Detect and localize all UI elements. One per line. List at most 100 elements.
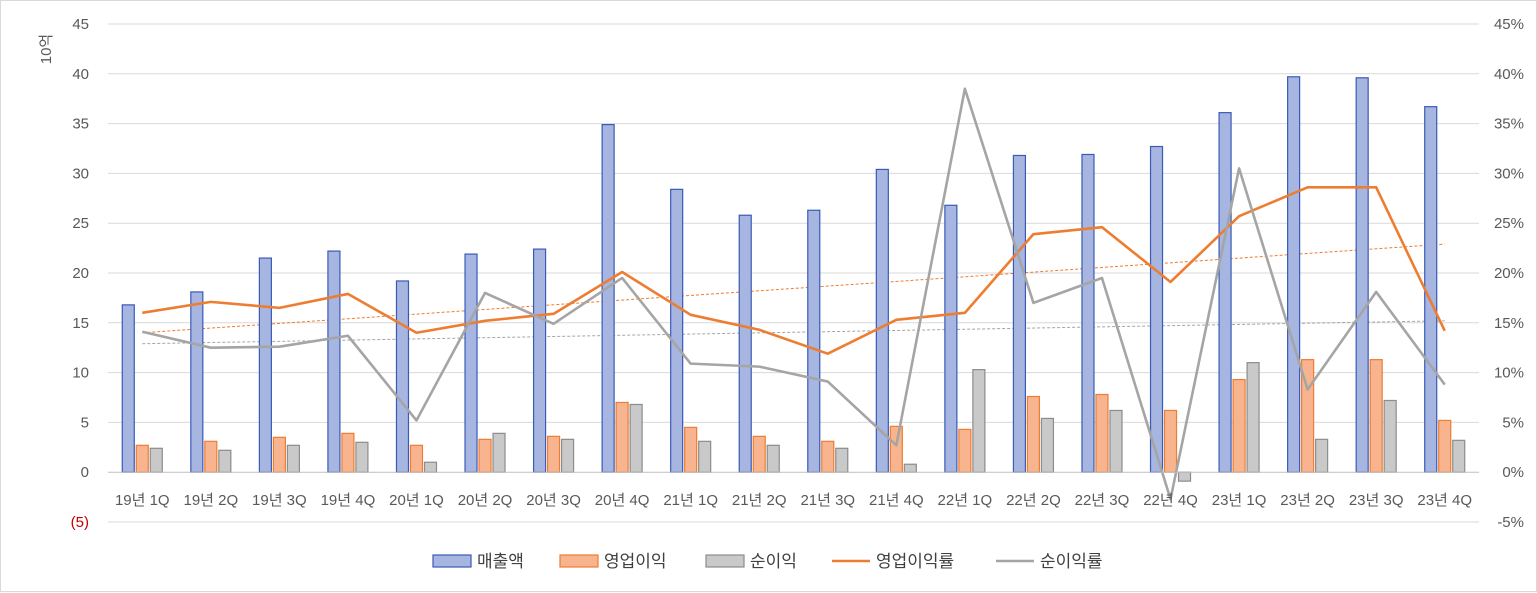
x-tick-label: 21년 1Q bbox=[663, 492, 718, 509]
bar bbox=[903, 463, 917, 473]
bar bbox=[766, 444, 780, 473]
axes: 45 40 35 30 25 20 15 10 5 0 (5) 45% 40% 35% 30% 25% 20% 1… bbox=[71, 16, 1524, 531]
line-series bbox=[141, 87, 1446, 501]
bar bbox=[601, 123, 615, 473]
bar bbox=[190, 291, 204, 473]
y2-tick-label: 0% bbox=[1502, 464, 1524, 481]
bar bbox=[1026, 395, 1041, 473]
y-tick-label: (5) bbox=[71, 514, 89, 531]
bar bbox=[629, 403, 643, 473]
legend-label: 영업이익 bbox=[604, 552, 667, 571]
y2-tick-label: 30% bbox=[1494, 165, 1524, 182]
y-axis-title: 10억 bbox=[38, 34, 55, 65]
x-tick-label: 22년 1Q bbox=[938, 492, 993, 509]
x-tick-label: 22년 3Q bbox=[1075, 492, 1130, 509]
bar bbox=[149, 447, 163, 473]
bar bbox=[807, 209, 821, 473]
legend-label: 순이익률 bbox=[1040, 552, 1103, 571]
x-tick-label: 22년 2Q bbox=[1006, 492, 1061, 509]
y2-tick-label: 20% bbox=[1494, 265, 1524, 282]
x-tick-label: 21년 2Q bbox=[732, 492, 787, 509]
bar bbox=[355, 441, 369, 473]
x-tick-label: 23년 4Q bbox=[1417, 492, 1472, 509]
y2-tick-label: -5% bbox=[1497, 514, 1524, 531]
bar bbox=[478, 438, 492, 473]
bar bbox=[492, 432, 506, 473]
bar bbox=[1287, 76, 1301, 473]
y-tick-label: 5 bbox=[81, 414, 89, 431]
x-tick-label: 23년 2Q bbox=[1280, 492, 1335, 509]
bar bbox=[1232, 378, 1246, 473]
x-tick-label: 20년 3Q bbox=[526, 492, 581, 509]
bar bbox=[1452, 439, 1466, 473]
legend-swatch bbox=[559, 554, 599, 568]
bar bbox=[204, 440, 218, 473]
x-tick-label: 23년 3Q bbox=[1349, 492, 1404, 509]
bar bbox=[395, 280, 410, 473]
x-tick-label: 23년 1Q bbox=[1212, 492, 1267, 509]
bar bbox=[1438, 419, 1452, 473]
y-tick-label: 40 bbox=[72, 66, 89, 83]
bar bbox=[121, 304, 135, 473]
line-series-path bbox=[141, 87, 1446, 501]
bar bbox=[1355, 77, 1369, 473]
y-tick-label: 10 bbox=[72, 365, 89, 382]
x-tick-label: 19년 4Q bbox=[321, 492, 376, 509]
bar bbox=[1012, 154, 1027, 473]
bar bbox=[752, 435, 766, 473]
bar bbox=[409, 444, 424, 473]
x-tick-label: 21년 3Q bbox=[800, 492, 855, 509]
bar bbox=[272, 436, 286, 473]
bar bbox=[698, 440, 712, 473]
y2-tick-label: 45% bbox=[1494, 16, 1524, 33]
bar bbox=[341, 432, 355, 473]
x-tick-label: 19년 3Q bbox=[252, 492, 307, 509]
legend-label: 매출액 bbox=[477, 552, 524, 571]
bar bbox=[560, 438, 575, 473]
y-tick-label: 15 bbox=[72, 315, 89, 332]
legend-swatch bbox=[432, 554, 472, 568]
bar bbox=[738, 214, 752, 473]
bar bbox=[286, 444, 300, 473]
bar bbox=[464, 253, 478, 473]
gridlines bbox=[108, 23, 1479, 523]
bar bbox=[1163, 409, 1178, 473]
x-tick-label: 22년 4Q bbox=[1143, 492, 1198, 509]
bar bbox=[889, 425, 903, 473]
bar bbox=[327, 250, 341, 473]
x-tick-label: 20년 4Q bbox=[595, 492, 650, 509]
bar-series bbox=[121, 76, 1466, 482]
bar bbox=[972, 369, 986, 473]
x-tick-label: 20년 2Q bbox=[458, 492, 513, 509]
bar bbox=[1369, 359, 1383, 473]
legend-label: 영업이익률 bbox=[876, 552, 954, 571]
y2-tick-label: 15% bbox=[1494, 315, 1524, 332]
legend: 매출액 영업이익 순이익 영업이익률 순이익률 bbox=[432, 552, 1103, 571]
bar bbox=[1383, 399, 1397, 473]
bar bbox=[944, 204, 958, 473]
bar bbox=[670, 188, 684, 473]
bar bbox=[1109, 409, 1123, 473]
bar bbox=[835, 447, 849, 473]
legend-swatch bbox=[705, 554, 745, 568]
x-tick-label: 20년 1Q bbox=[389, 492, 444, 509]
y-tick-label: 0 bbox=[81, 464, 89, 481]
bar bbox=[135, 444, 149, 473]
y-tick-label: 25 bbox=[72, 215, 89, 232]
y2-tick-label: 25% bbox=[1494, 215, 1524, 232]
y-tick-label: 30 bbox=[72, 165, 89, 182]
bar bbox=[1081, 153, 1095, 473]
bar bbox=[615, 401, 629, 473]
y2-tick-label: 35% bbox=[1494, 116, 1524, 133]
bar bbox=[546, 435, 561, 473]
legend-label: 순이익 bbox=[750, 552, 797, 571]
bar bbox=[1246, 362, 1260, 473]
y-tick-label: 20 bbox=[72, 265, 89, 282]
bar bbox=[1177, 471, 1192, 482]
x-tick-label: 19년 2Q bbox=[183, 492, 238, 509]
y2-tick-label: 10% bbox=[1494, 365, 1524, 382]
y2-tick-label: 40% bbox=[1494, 66, 1524, 83]
bar bbox=[218, 449, 232, 473]
